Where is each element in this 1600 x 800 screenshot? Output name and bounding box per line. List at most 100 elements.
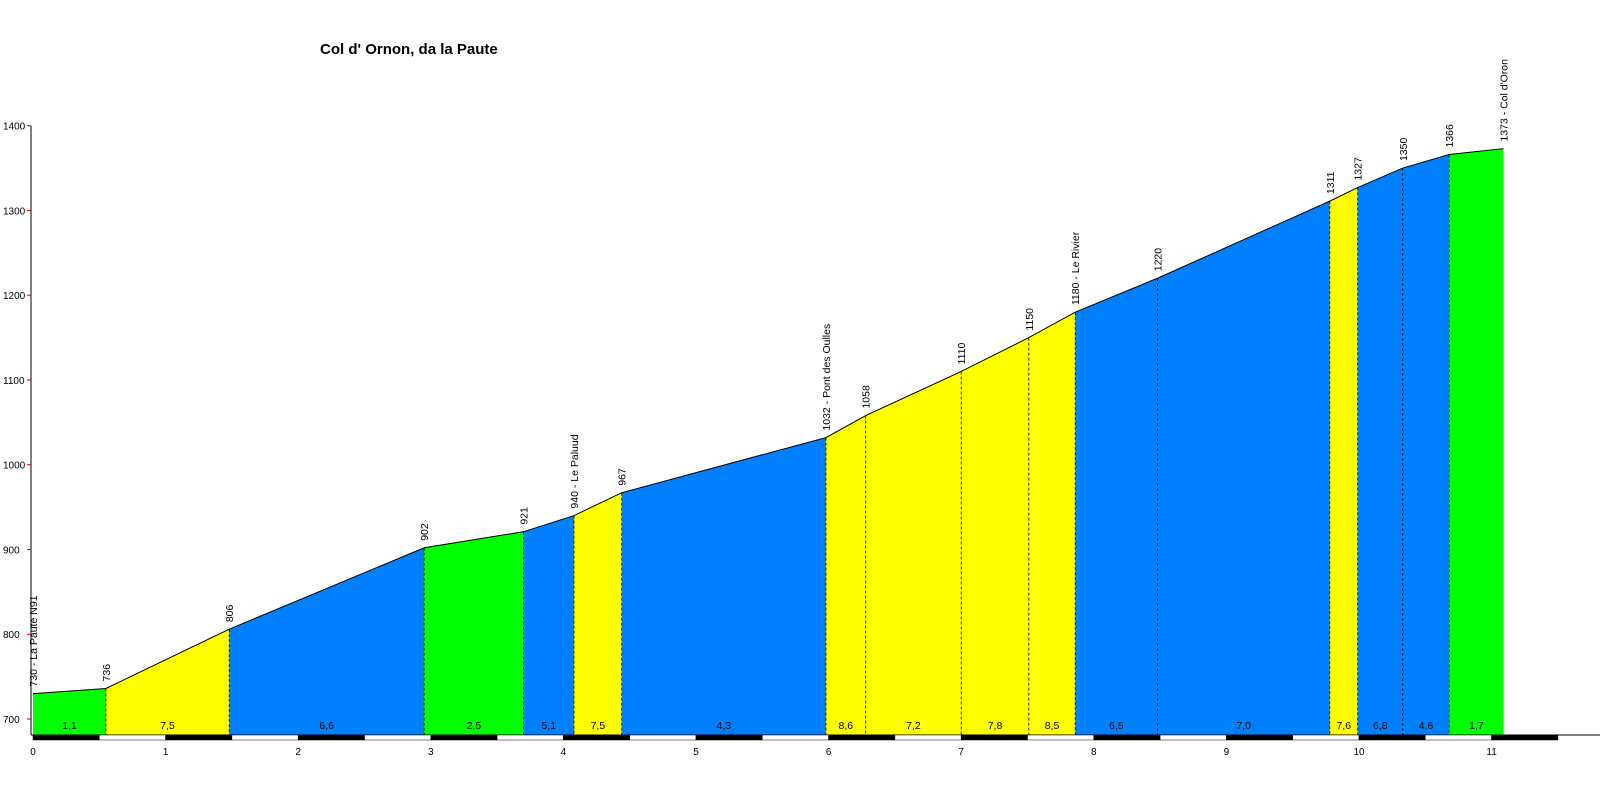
x-tick-label: 0 <box>30 747 36 758</box>
point-label: 730 - La Paute N91 <box>28 595 40 686</box>
axes <box>27 125 32 735</box>
gradient-label: 2,5 <box>467 720 482 732</box>
gradient-labels: 1,1 7,5 6,6 2,5 5,1 7,5 4,3 8,6 7,2 7,8 8,5 6,5 7,0 7… <box>62 720 1484 732</box>
gradient-label: 6,6 <box>319 720 334 732</box>
point-label: 736 <box>101 664 113 682</box>
segment-fill <box>621 437 826 735</box>
profile-line <box>32 148 1504 695</box>
point-label: 1032 - Pont des Oulles <box>821 324 833 431</box>
segment-fill <box>865 371 962 735</box>
x-tick-label: 10 <box>1353 747 1365 758</box>
gradient-label: 7,8 <box>988 720 1003 732</box>
point-label: 1366 <box>1444 124 1456 148</box>
segment-fill <box>825 415 866 735</box>
segment-fill <box>1329 187 1358 735</box>
segment-fill <box>1157 201 1330 735</box>
x-tick-label: 9 <box>1224 747 1230 758</box>
y-tick-label: 700 <box>3 715 20 726</box>
ruler-bar <box>496 734 564 741</box>
segment-fill <box>105 629 230 735</box>
chart-title: Col d' Ornon, da la Paute <box>320 41 498 58</box>
ruler-bar <box>99 734 166 741</box>
point-label: 902 <box>419 523 431 541</box>
y-tick-label: 1100 <box>3 376 25 387</box>
segment-fill <box>1075 278 1158 735</box>
ruler-bar <box>297 734 365 741</box>
x-tick-label: 3 <box>428 747 434 758</box>
point-label: 921 <box>519 507 531 525</box>
ruler-bar <box>231 734 299 741</box>
segment-fill <box>1357 168 1403 735</box>
x-tick-label: 8 <box>1091 747 1097 758</box>
point-label: 806 <box>224 604 236 622</box>
segment-fill <box>33 688 106 735</box>
x-tick-label: 6 <box>826 747 832 758</box>
y-tick-label: 1200 <box>3 291 26 302</box>
y-tick-label: 800 <box>3 630 20 641</box>
y-tick-label: 1400 <box>3 122 26 133</box>
km-ruler <box>31 734 1600 741</box>
ruler-bar <box>430 734 498 741</box>
ruler-bar <box>32 734 100 741</box>
gradient-label: 4,6 <box>1419 720 1434 732</box>
segment-fill <box>229 547 425 735</box>
gradient-label: 7,6 <box>1336 720 1351 732</box>
profile-segments <box>33 148 1504 736</box>
ruler-bar <box>1226 734 1293 741</box>
segment-fill <box>574 492 622 735</box>
y-tick-label: 1000 <box>3 461 26 472</box>
ruler-bar <box>1491 734 1559 741</box>
segment-fill <box>424 531 524 735</box>
point-labels: 730 - La Paute N91 736 806 902 921 940 - Le P… <box>28 59 1511 687</box>
x-tick-label: 1 <box>163 747 169 758</box>
x-tick-label: 4 <box>561 747 567 758</box>
point-label: 1058 <box>861 385 873 409</box>
ruler-bar <box>828 734 896 741</box>
ruler-bar <box>1425 734 1492 741</box>
y-tick-label: 1300 <box>3 206 26 217</box>
point-label: 1311 <box>1325 171 1337 194</box>
gradient-label: 6,5 <box>1109 720 1124 732</box>
ruler-bar <box>165 734 233 741</box>
point-label: 1373 - Col d'Oron <box>1499 59 1511 142</box>
point-label: 1180 - Le Rivier <box>1070 231 1082 305</box>
gradient-label: 6,8 <box>1373 720 1388 732</box>
gradient-label: 7,5 <box>591 720 606 732</box>
ruler-bar <box>563 734 630 741</box>
gradient-label: 7,5 <box>160 720 175 732</box>
ruler-bar <box>1159 734 1227 741</box>
segment-fill <box>1402 154 1450 735</box>
point-label: 1150 <box>1024 308 1036 331</box>
profile-outline <box>32 148 1504 735</box>
ruler-bar <box>762 734 829 741</box>
gradient-label: 4,3 <box>717 720 732 732</box>
segment-fill <box>1449 148 1504 736</box>
point-label: 1327 <box>1353 157 1365 181</box>
ruler-bar <box>960 734 1028 741</box>
ruler-bar <box>1093 734 1161 741</box>
point-label: 940 - Le Paluud <box>569 434 581 508</box>
x-tick-label: 5 <box>693 747 699 758</box>
gradient-label: 8,6 <box>839 720 854 732</box>
ruler-bar <box>1027 734 1095 741</box>
ruler-bar <box>695 734 763 741</box>
point-label: 1110 <box>956 343 968 365</box>
gradient-label: 8,5 <box>1045 720 1060 732</box>
ruler-bar <box>894 734 962 741</box>
point-label: 1350 <box>1398 138 1410 162</box>
gradient-label: 5,1 <box>542 720 557 732</box>
segment-fill <box>961 337 1029 735</box>
ruler-bar <box>629 734 697 741</box>
ruler-bar <box>364 734 432 741</box>
gradient-label: 1,1 <box>62 720 77 732</box>
ruler-bar <box>1292 734 1360 741</box>
gradient-label: 7,2 <box>906 720 921 732</box>
segment-fill <box>1028 312 1076 735</box>
tick-labels: 700 800 900 1000 1100 1200 1300 1400 0 1 2 3 4 5 6 7 8 9 1… <box>3 122 1497 758</box>
x-tick-label: 11 <box>1486 747 1497 758</box>
y-tick-label: 900 <box>3 545 20 556</box>
point-label: 1220 <box>1152 248 1164 272</box>
segment-fill <box>523 515 575 735</box>
point-label: 967 <box>617 468 629 486</box>
